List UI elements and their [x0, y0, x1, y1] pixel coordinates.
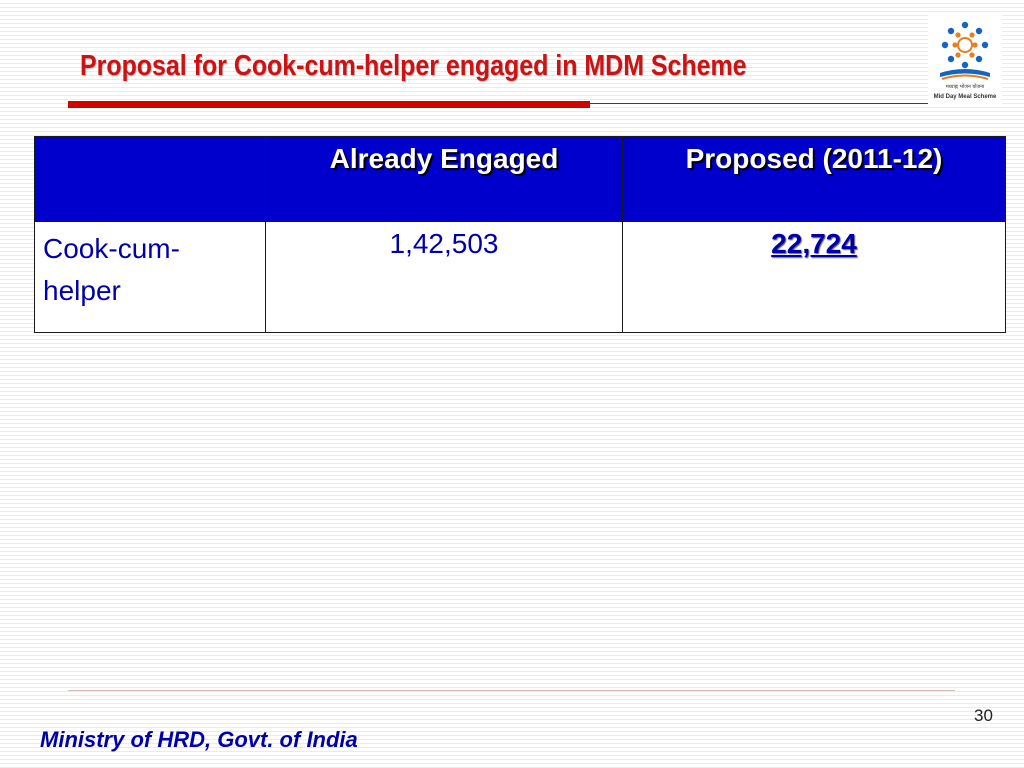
logo-caption-hindi: मध्याह्न भोजन योजना	[945, 84, 985, 90]
footer-organization: Ministry of HRD, Govt. of India	[40, 727, 358, 752]
page-number: 30	[974, 706, 993, 725]
logo-caption-english: Mid Day Meal Scheme	[933, 94, 997, 100]
header-already-engaged: Already Engaged	[265, 136, 623, 222]
mid-day-meal-logo: मध्याह्न भोजन योजना Mid Day Meal Scheme	[928, 15, 1002, 105]
table-header-row: Already Engaged Proposed (2011-12)	[34, 136, 1006, 222]
cell-already-engaged: 1,42,503	[265, 221, 623, 333]
title-underline-thin	[590, 103, 930, 104]
slide-title: Proposal for Cook-cum-helper engaged in …	[80, 50, 747, 82]
row-label-cook-cum-helper: Cook-cum-helper	[34, 221, 266, 333]
cell-proposed: 22,724	[622, 221, 1006, 333]
mid-day-meal-emblem-icon	[940, 21, 990, 80]
title-underline-thick	[68, 101, 590, 108]
header-proposed: Proposed (2011-12)	[622, 136, 1006, 222]
table-row: Cook-cum-helper 1,42,503 22,724	[34, 221, 1006, 333]
header-empty-cell	[34, 136, 266, 222]
footer-divider	[68, 690, 955, 691]
cook-helper-table: Already Engaged Proposed (2011-12) Cook-…	[34, 136, 1006, 333]
